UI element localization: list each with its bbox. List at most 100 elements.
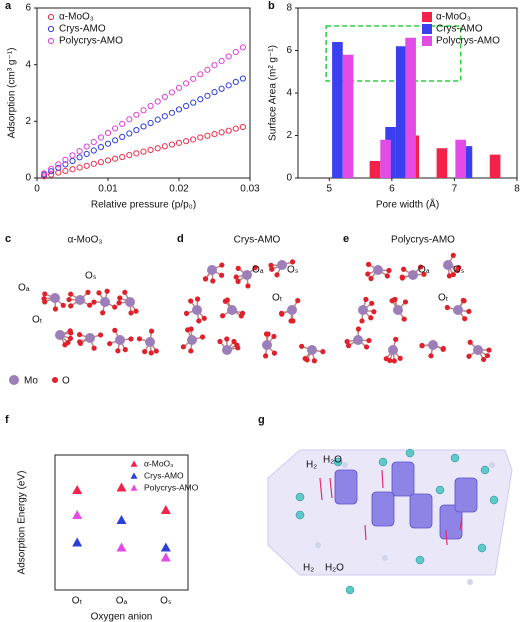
data-point [62,161,69,168]
o-atom [235,278,241,284]
o-atom [188,326,194,332]
o-atom [402,299,409,305]
y-tick-label: 4 [286,88,292,99]
o-atom [148,350,154,356]
structure [41,288,159,356]
o-atom [52,306,59,312]
legend-label: Polycrys-AMO [436,36,500,47]
o-atom [450,271,456,278]
data-point [126,130,133,137]
data-point [126,151,133,159]
data-point [83,162,90,169]
bar [395,46,407,178]
o-atom [199,334,206,340]
atom-label: Oₛ [287,265,299,276]
data-point [48,165,55,173]
o-atom [467,339,473,345]
x-tick-label: 8 [514,184,520,195]
mo-atom [192,305,202,315]
o-atom [220,313,226,319]
o-atom [122,289,128,295]
plot-frame [54,454,189,591]
data-point [41,170,48,177]
o-atom [104,288,110,294]
data-point [55,161,62,168]
o-atom [419,343,425,349]
data-point [232,125,239,132]
legend-label: Polycrys-AMO [144,482,199,492]
data-point [204,132,211,139]
legend-marker [47,13,55,21]
o-atom [466,308,472,315]
data-point [55,164,62,171]
legend-marker [47,37,55,45]
o-atom [128,310,134,316]
x-tick-label: 0.03 [240,184,260,195]
data-point [239,75,246,82]
mo-atom [145,337,155,347]
panel-label: g [258,414,265,426]
data-point [62,156,69,163]
x-tick-label: 0.01 [98,184,118,195]
mo-atom [287,305,297,315]
mo-atom [358,305,368,315]
data-point [104,157,112,164]
mo-atom [207,265,217,275]
o-atom [245,283,251,289]
data-point [116,515,127,524]
y-axis-label: Adsorption (cm³ g⁻¹) [7,48,18,139]
o-atom [265,331,271,337]
o-atom [446,273,452,279]
species: H₂ [303,563,314,574]
o-atom [136,336,143,342]
bar [405,37,416,178]
o-atom [217,338,223,345]
data-point [160,552,171,562]
mo-symbol [9,375,19,385]
o-symbol [52,377,58,383]
data-point [175,139,183,146]
data-point [168,89,175,96]
mo-atom [373,265,383,275]
mo-atom [227,305,237,315]
legend-label: α-MoO₃ [59,12,94,23]
o-atom [219,262,225,268]
o-atom [454,267,461,274]
structure [344,252,492,364]
data-point [154,116,161,123]
y-axis-label: Adsorption Energy (eV) [17,471,28,575]
o-atom [371,309,377,315]
data-point [211,89,218,96]
o-atom [428,353,434,359]
o-atom [219,272,225,278]
bar [489,154,501,178]
legend-marker [422,12,432,22]
mo-atom [50,293,60,303]
y-tick-label: 8 [286,3,292,14]
o-atom [194,296,201,302]
data-point [119,120,126,127]
o-atom [68,291,74,297]
data-point [41,173,48,180]
o-atom [389,298,395,304]
data-point [76,147,83,155]
o-atom [444,304,450,311]
data-point [183,80,190,87]
o-atom [397,355,403,361]
o-atom [481,356,487,363]
species: H₂O [325,563,344,574]
y-tick-label: 4 [25,59,31,70]
data-point [160,505,171,514]
o-atom [128,336,134,342]
data-point [104,129,112,137]
y-tick-label: 2 [286,130,292,141]
data-point [183,138,190,145]
o-atom [399,274,405,280]
o-atom [365,261,372,267]
o-atom [462,316,468,322]
data-point [197,71,204,78]
panel-title: Crys-AMO [234,235,281,246]
data-point [72,510,83,519]
o-atom [290,318,296,324]
